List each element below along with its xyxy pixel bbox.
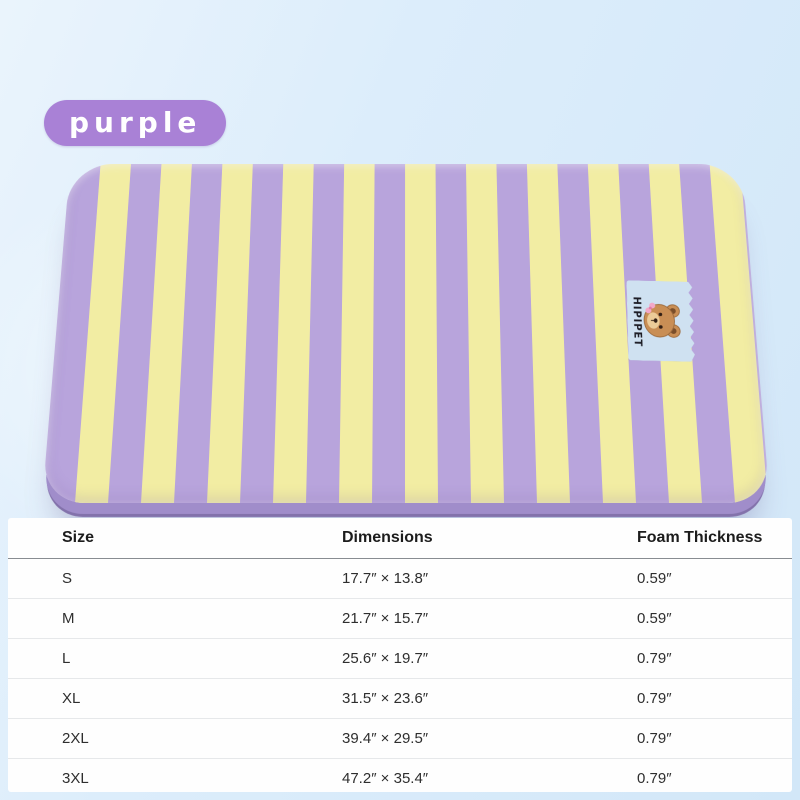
cell-foam: 0.79″ <box>637 690 672 707</box>
cell-size: 2XL <box>62 730 89 747</box>
cell-size: M <box>62 610 75 627</box>
cell-size: L <box>62 650 71 667</box>
cell-size: XL <box>62 690 81 707</box>
cell-dimensions: 47.2″ × 35.4″ <box>342 770 429 787</box>
cell-foam: 0.59″ <box>637 610 672 627</box>
header-size: Size <box>62 529 95 546</box>
cell-dimensions: 25.6″ × 19.7″ <box>342 650 429 667</box>
mat-striped-surface: HIPIPET <box>42 163 770 504</box>
table-row-m: M 21.7″ × 15.7″ 0.59″ <box>8 599 792 639</box>
pet-mat: HIPIPET <box>42 132 770 504</box>
cell-foam: 0.79″ <box>637 650 672 667</box>
brand-tag: HIPIPET <box>626 280 695 362</box>
size-table: Size Dimensions Foam Thickness S 17.7″ ×… <box>8 518 792 792</box>
table-row-s: S 17.7″ × 13.8″ 0.59″ <box>8 559 792 599</box>
color-badge: purple <box>44 100 227 146</box>
bear-icon <box>633 300 692 341</box>
table-row-3xl: 3XL 47.2″ × 35.4″ 0.79″ <box>8 759 792 798</box>
header-dimensions: Dimensions <box>342 529 433 546</box>
cell-size: S <box>62 570 73 587</box>
header-foam-thickness: Foam Thickness <box>637 529 763 546</box>
table-row-2xl: 2XL 39.4″ × 29.5″ 0.79″ <box>8 719 792 759</box>
cell-foam: 0.79″ <box>637 730 672 747</box>
cell-foam: 0.59″ <box>637 570 672 587</box>
cell-dimensions: 39.4″ × 29.5″ <box>342 730 429 747</box>
cell-size: 3XL <box>62 770 89 787</box>
color-badge-label: purple <box>69 105 202 139</box>
cell-foam: 0.79″ <box>637 770 672 787</box>
cell-dimensions: 17.7″ × 13.8″ <box>342 570 429 587</box>
cell-dimensions: 31.5″ × 23.6″ <box>342 690 429 707</box>
table-row-l: L 25.6″ × 19.7″ 0.79″ <box>8 639 792 679</box>
table-row-xl: XL 31.5″ × 23.6″ 0.79″ <box>8 679 792 719</box>
cell-dimensions: 21.7″ × 15.7″ <box>342 610 429 627</box>
size-table-header-row: Size Dimensions Foam Thickness <box>8 518 792 559</box>
